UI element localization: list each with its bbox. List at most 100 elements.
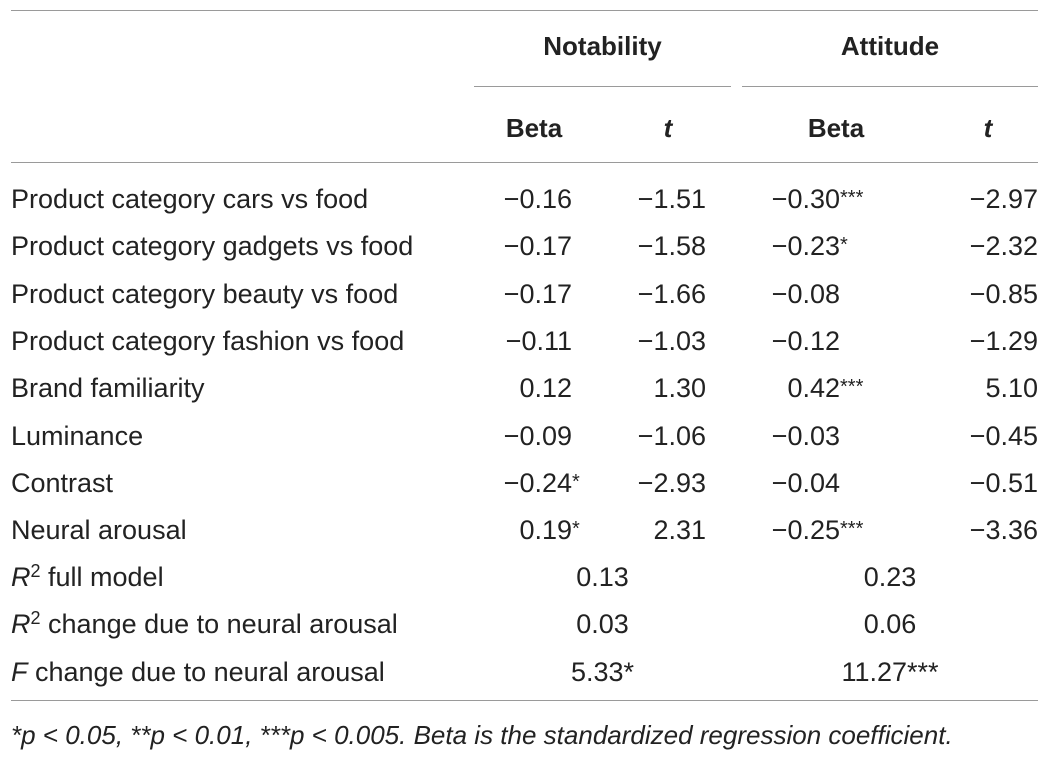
summary-label-text: change due to neural arousal [40, 609, 398, 639]
notability-t-value: −1.51 [637, 184, 706, 214]
attitude-t-value: −3.36 [969, 515, 1038, 545]
header-bottom-rule [11, 162, 1038, 163]
significance-marker: *** [840, 376, 864, 398]
attitude-t: −2.97 [940, 183, 1038, 215]
row-label-value: Brand familiarity [11, 373, 205, 403]
row-label-value: Contrast [11, 468, 114, 498]
notability-t-value: −2.93 [637, 468, 706, 498]
summary-label-superscript: 2 [30, 608, 41, 628]
attitude-t: −1.29 [940, 325, 1038, 357]
row-label: Neural arousal [11, 514, 187, 546]
attitude-underline [742, 86, 1038, 87]
attitude-beta-value: −0.08 [771, 279, 840, 309]
notability-t: −2.93 [620, 467, 706, 499]
attitude-beta: −0.03 [750, 420, 840, 452]
attitude-beta: −0.25 *** [750, 514, 864, 546]
summary-label: F change due to neural arousal [11, 656, 385, 688]
notability-beta: −0.17 [474, 230, 572, 262]
attitude-t: −2.32 [940, 230, 1038, 262]
row-label-value: Product category gadgets vs food [11, 231, 414, 261]
attitude-beta: −0.30 *** [750, 183, 864, 215]
group-header-attitude: Attitude [840, 31, 940, 61]
notability-beta: 0.12 [474, 372, 572, 404]
notability-t-value: −1.03 [637, 326, 706, 356]
summary-attitude-value: 11.27*** [841, 657, 939, 687]
summary-label-superscript: 2 [30, 561, 41, 581]
notability-beta-value: −0.24 [503, 468, 572, 498]
subheader-attitude-beta: Beta [807, 113, 865, 143]
significance-marker: *** [840, 518, 864, 540]
notability-t-value: −1.58 [637, 231, 706, 261]
notability-t-value: −1.66 [637, 279, 706, 309]
notability-t: −1.51 [620, 183, 706, 215]
notability-beta-value: −0.17 [503, 231, 572, 261]
summary-notability-value: 0.13 [576, 562, 629, 592]
attitude-beta: −0.23 * [750, 230, 848, 262]
attitude-beta-value: 0.42 [787, 373, 840, 403]
notability-underline [474, 86, 731, 87]
notability-beta: −0.09 [474, 420, 572, 452]
attitude-t-value: 5.10 [985, 373, 1038, 403]
attitude-t-value: −1.29 [969, 326, 1038, 356]
attitude-beta: −0.04 [750, 467, 840, 499]
notability-t: −1.03 [620, 325, 706, 357]
summary-label-text: change due to neural arousal [27, 657, 385, 687]
notability-beta-value: −0.17 [503, 279, 572, 309]
notability-t-value: −1.06 [637, 421, 706, 451]
notability-beta-value: 0.12 [519, 373, 572, 403]
notability-t-value: 1.30 [653, 373, 706, 403]
attitude-beta: −0.12 [750, 325, 840, 357]
significance-marker: *** [840, 187, 864, 209]
summary-label-text: full model [40, 562, 164, 592]
significance-marker: * [572, 518, 580, 540]
attitude-t-value: −0.85 [969, 279, 1038, 309]
summary-attitude-value: 0.23 [863, 562, 917, 592]
attitude-t-value: −2.97 [969, 184, 1038, 214]
notability-t: 1.30 [620, 372, 706, 404]
notability-beta: −0.24 * [474, 467, 580, 499]
notability-beta-value: −0.16 [503, 184, 572, 214]
group-header-notability: Notability [543, 31, 662, 61]
significance-marker: * [572, 471, 580, 493]
notability-beta-value: 0.19 [519, 515, 572, 545]
summary-label: R2 change due to neural arousal [11, 608, 398, 640]
summary-label-symbol: R [11, 609, 31, 639]
notability-t-value: 2.31 [653, 515, 706, 545]
attitude-beta-value: −0.12 [771, 326, 840, 356]
attitude-t: 5.10 [940, 372, 1038, 404]
significance-marker: * [840, 234, 848, 256]
row-label: Product category gadgets vs food [11, 230, 413, 262]
notability-t: −1.06 [620, 420, 706, 452]
row-label: Product category beauty vs food [11, 278, 398, 310]
notability-beta: 0.19 * [474, 514, 579, 546]
attitude-beta-value: −0.03 [771, 421, 840, 451]
row-label: Brand familiarity [11, 372, 205, 404]
row-label-value: Neural arousal [11, 515, 187, 545]
attitude-beta: 0.42 *** [750, 372, 863, 404]
notability-beta: −0.17 [474, 278, 572, 310]
summary-notability-value: 0.03 [576, 609, 629, 639]
attitude-t: −0.45 [940, 420, 1038, 452]
attitude-beta-value: −0.04 [771, 468, 840, 498]
row-label: Contrast [11, 467, 113, 499]
summary-label-symbol: R [11, 562, 31, 592]
attitude-beta-value: −0.25 [771, 515, 840, 545]
row-label: Product category fashion vs food [11, 325, 404, 357]
attitude-beta-value: −0.23 [771, 231, 840, 261]
notability-beta-value: −0.09 [503, 421, 572, 451]
attitude-beta: −0.08 [750, 278, 840, 310]
summary-notability-value: 5.33* [570, 657, 635, 687]
table-footnote: *p < 0.05, **p < 0.01, ***p < 0.005. Bet… [11, 720, 953, 750]
subheader-attitude-t: t [983, 113, 993, 143]
row-label-value: Product category cars vs food [11, 184, 369, 214]
summary-label: R2 full model [11, 561, 164, 593]
attitude-t: −0.85 [940, 278, 1038, 310]
row-label: Luminance [11, 420, 143, 452]
notability-t: −1.58 [620, 230, 706, 262]
attitude-beta-value: −0.30 [771, 184, 840, 214]
summary-label-symbol: F [11, 657, 28, 687]
attitude-t-value: −0.45 [969, 421, 1038, 451]
attitude-t-value: −2.32 [969, 231, 1038, 261]
attitude-t-value: −0.51 [969, 468, 1038, 498]
subheader-notability-t: t [663, 113, 673, 143]
